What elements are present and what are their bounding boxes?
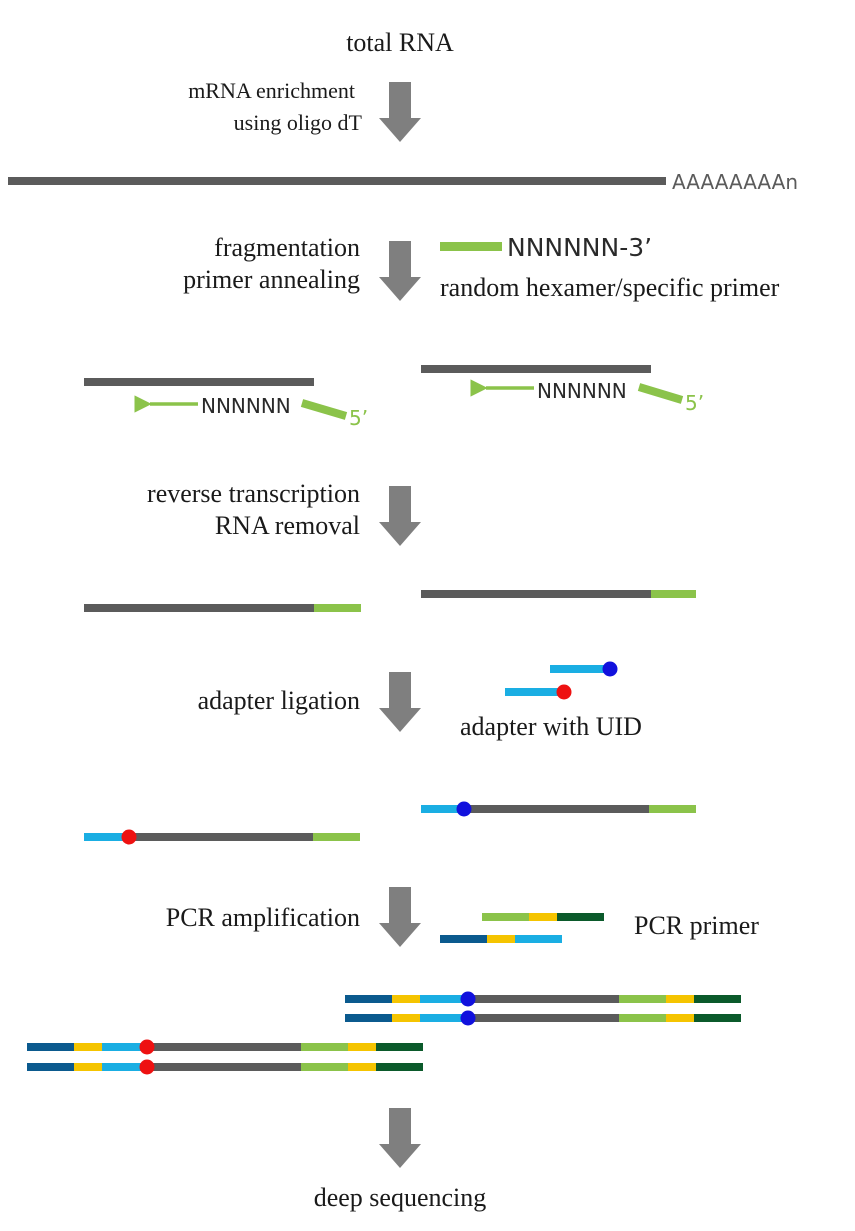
ligated-left-primer [313,833,360,841]
primer-sequence-label: NNNNNN-3’ [507,233,652,262]
rna-removal-label: RNA removal [215,511,360,540]
hexamer-label-right: NNNNNN [537,379,627,403]
primer-tail-right [637,383,684,404]
amplicon-left-strand-2 [27,1059,423,1075]
down-arrow-icon [379,672,421,732]
adapter-ligation-label: adapter ligation [198,686,360,715]
rna-fragment-right [421,365,651,373]
down-arrow-icon [379,887,421,947]
adapter-legend-top [550,665,608,673]
ligated-left-adapter [84,833,129,841]
uid-blue-dot [460,1010,476,1026]
enrichment-label-line2: using oligo dT [234,110,363,135]
hexamer-label-left: NNNNNN [201,394,291,418]
down-arrow-icon [379,486,421,546]
ligated-left-body [129,833,313,841]
ligated-right-primer [649,805,696,813]
deep-sequencing-label: deep sequencing [314,1183,487,1212]
down-arrow-icon [379,82,421,142]
primer-tail-left [300,399,348,420]
ligated-right-adapter [421,805,464,813]
pcr-primer-bottom-yellow [487,935,515,943]
fragmentation-label: fragmentation [214,233,360,262]
pcr-primer-bottom-darkblue [440,935,487,943]
cdna-right-body [421,590,651,598]
pcr-primer-top-darkgreen [557,913,604,921]
pcr-primer-bottom-cyan [515,935,562,943]
adapter-caption: adapter with UID [460,712,642,741]
amplicon-right-strand-1 [345,991,741,1007]
cdna-left-primer [314,604,361,612]
cdna-right-primer [651,590,696,598]
amplicon-left-strand-1 [27,1039,423,1055]
reverse-transcription-label: reverse transcription [147,479,360,508]
pcr-primer-top-yellow [529,913,557,921]
primer-annealing-label: primer annealing [183,265,360,294]
primer-caption: random hexamer/specific primer [440,273,780,302]
uid-blue-dot [456,801,472,817]
cdna-left-body [84,604,314,612]
mrna-strand [8,177,666,185]
down-arrow-icon [379,1108,421,1168]
rna-fragment-left [84,378,314,386]
uid-blue-dot [602,661,618,677]
five-prime-label-left: 5’ [349,406,368,430]
uid-blue-dot [460,991,476,1007]
pcr-primer-top-green [482,913,529,921]
primer-legend-bar [440,242,502,251]
uid-red-dot [139,1059,155,1075]
enrichment-label-line1: mRNA enrichment [188,78,355,103]
uid-red-dot [556,684,572,700]
amplicon-right-strand-2 [345,1010,741,1026]
five-prime-label-right: 5’ [685,391,704,415]
adapter-legend-bottom [505,688,562,696]
uid-red-dot [139,1039,155,1055]
ligated-right-body [464,805,649,813]
pcr-primer-caption: PCR primer [634,911,759,940]
down-arrow-icon [379,241,421,301]
pcr-amplification-label: PCR amplification [166,903,360,932]
total-rna-label: total RNA [346,28,454,57]
uid-red-dot [121,829,137,845]
polya-tail-label: AAAAAAAAn [672,170,798,194]
